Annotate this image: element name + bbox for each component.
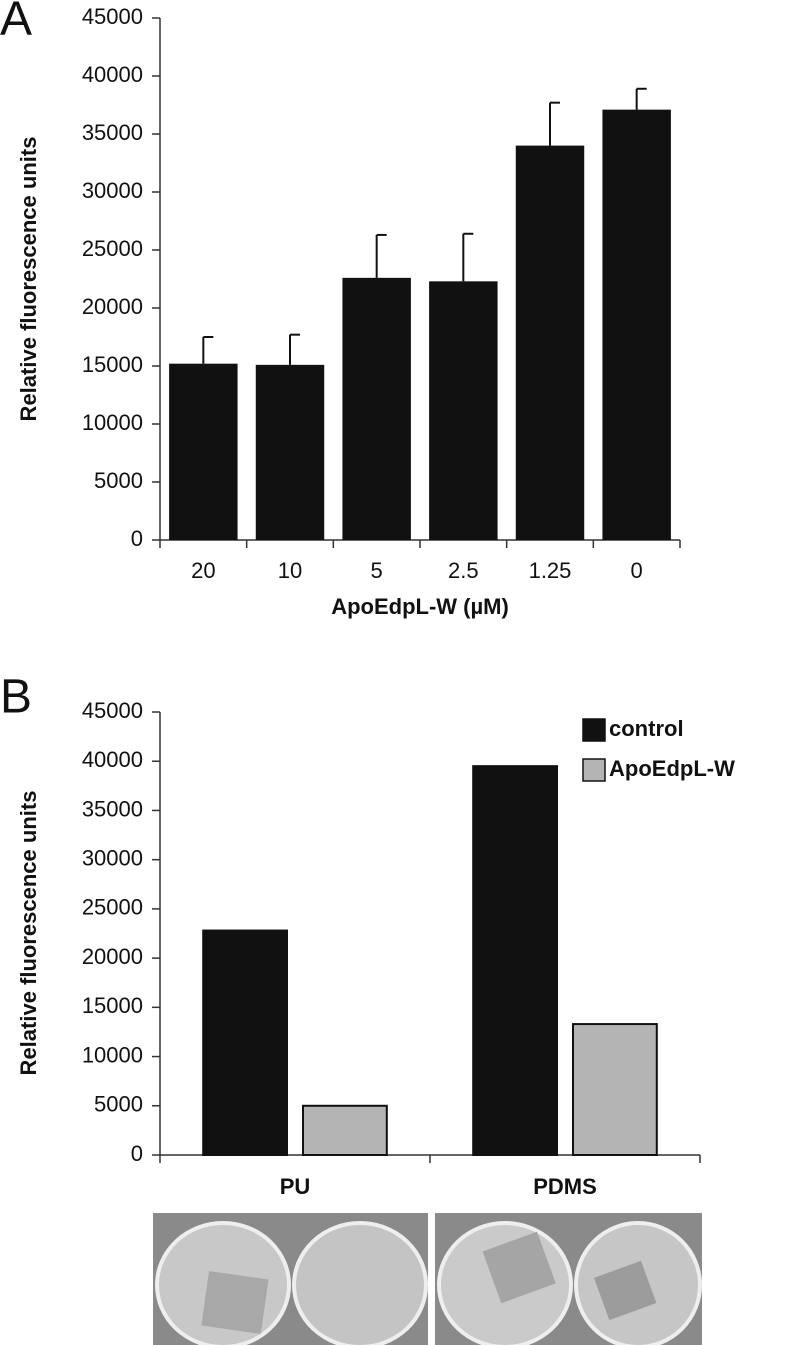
bar bbox=[515, 145, 585, 540]
y-axis-title: Relative fluorescence units bbox=[16, 137, 41, 422]
y-axis-title: Relative fluorescence units bbox=[16, 791, 41, 1076]
x-tick-label: 20 bbox=[191, 558, 215, 583]
x-tick-label: PU bbox=[280, 1174, 311, 1199]
y-tick-label: 0 bbox=[131, 526, 143, 551]
y-tick-label: 25000 bbox=[82, 236, 143, 261]
y-tick-label: 35000 bbox=[82, 120, 143, 145]
panel-label: B bbox=[0, 671, 32, 724]
bar bbox=[202, 929, 288, 1157]
x-tick-label: 5 bbox=[371, 558, 383, 583]
x-tick-label: 2.5 bbox=[448, 558, 479, 583]
x-tick-label: 0 bbox=[631, 558, 643, 583]
bar bbox=[429, 281, 498, 540]
panel-label: A bbox=[0, 0, 32, 46]
x-tick-label: 1.25 bbox=[529, 558, 572, 583]
y-tick-label: 15000 bbox=[82, 993, 143, 1018]
bar bbox=[572, 1023, 658, 1156]
bar bbox=[342, 277, 411, 540]
y-tick-label: 30000 bbox=[82, 178, 143, 203]
y-tick-label: 20000 bbox=[82, 294, 143, 319]
y-tick-label: 35000 bbox=[82, 796, 143, 821]
y-tick-label: 45000 bbox=[82, 698, 143, 723]
x-tick-label: 10 bbox=[278, 558, 302, 583]
y-tick-label: 5000 bbox=[94, 1092, 143, 1117]
legend-label: control bbox=[609, 716, 684, 741]
y-tick-label: 25000 bbox=[82, 895, 143, 920]
bar bbox=[602, 109, 671, 540]
y-tick-label: 45000 bbox=[82, 4, 143, 29]
y-tick-label: 20000 bbox=[82, 944, 143, 969]
x-axis-title: ApoEdpL-W (µM) bbox=[331, 594, 509, 619]
legend-swatch bbox=[582, 758, 606, 782]
y-tick-label: 10000 bbox=[82, 410, 143, 435]
y-tick-label: 5000 bbox=[94, 468, 143, 493]
y-tick-label: 15000 bbox=[82, 352, 143, 377]
legend-label: ApoEdpL-W bbox=[609, 756, 735, 781]
photo-pdms bbox=[435, 1213, 702, 1345]
bar bbox=[302, 1104, 388, 1157]
y-tick-label: 40000 bbox=[82, 62, 143, 87]
bar bbox=[255, 364, 325, 540]
y-tick-label: 10000 bbox=[82, 1042, 143, 1067]
x-tick-label: PDMS bbox=[533, 1174, 597, 1199]
legend-swatch bbox=[582, 718, 606, 742]
bar bbox=[472, 765, 559, 1157]
photo-pu bbox=[153, 1213, 428, 1345]
bar bbox=[169, 363, 238, 540]
y-tick-label: 30000 bbox=[82, 845, 143, 870]
y-tick-label: 40000 bbox=[82, 747, 143, 772]
y-tick-label: 0 bbox=[131, 1141, 143, 1166]
